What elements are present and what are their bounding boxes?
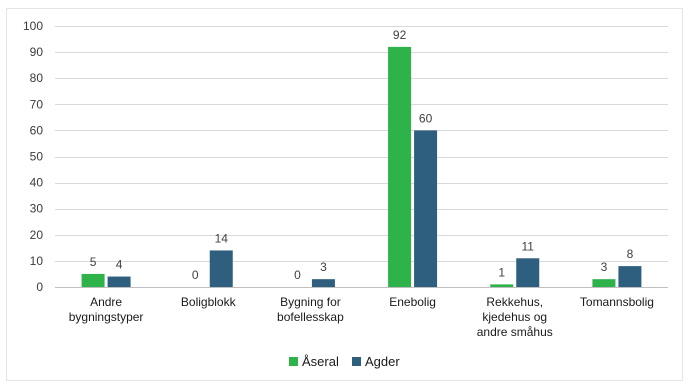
y-tick-label-30: 30 bbox=[30, 202, 44, 216]
y-tick-label-20: 20 bbox=[30, 228, 44, 242]
bar-agder-2 bbox=[311, 279, 335, 287]
x-category-label-2: Bygning for bofellesskap bbox=[277, 295, 344, 324]
data-label-agder-3: 60 bbox=[419, 111, 433, 125]
data-label-agder-1: 14 bbox=[215, 231, 229, 245]
legend-swatch-åseral bbox=[289, 357, 298, 366]
bar-agder-0 bbox=[107, 276, 131, 287]
legend-label-åseral: Åseral bbox=[302, 354, 339, 369]
y-tick-label-60: 60 bbox=[30, 123, 44, 137]
bar-åseral-3 bbox=[388, 46, 412, 287]
x-category-label-5: Tomannsbolig bbox=[580, 295, 654, 309]
y-axis-ticks: 0 10 20 30 40 50 60 70 80 90 100 bbox=[23, 19, 43, 294]
y-tick-label-100: 100 bbox=[23, 19, 43, 33]
x-category-label-3: Enebolig bbox=[389, 295, 436, 309]
data-label-åseral-3: 92 bbox=[393, 28, 407, 42]
data-label-åseral-1: 0 bbox=[192, 268, 199, 282]
y-tick-label-50: 50 bbox=[30, 150, 44, 164]
data-label-åseral-2: 0 bbox=[294, 268, 301, 282]
bar-agder-3 bbox=[414, 130, 438, 287]
data-label-åseral-4: 1 bbox=[498, 265, 505, 279]
legend: Åseral Agder bbox=[289, 354, 400, 369]
y-tick-label-40: 40 bbox=[30, 176, 44, 190]
y-tick-label-10: 10 bbox=[30, 254, 44, 268]
bars bbox=[81, 46, 642, 287]
y-tick-label-80: 80 bbox=[30, 71, 44, 85]
bar-agder-4 bbox=[516, 258, 540, 287]
x-category-label-1: Boligblokk bbox=[181, 295, 237, 309]
gridlines bbox=[55, 26, 668, 262]
y-tick-label-90: 90 bbox=[30, 45, 44, 59]
legend-label-agder: Agder bbox=[365, 354, 400, 369]
bar-åseral-4 bbox=[490, 284, 514, 287]
x-axis-categories: Andre bygningstyper Boligblokk Bygning for b… bbox=[69, 295, 654, 339]
bar-agder-5 bbox=[618, 266, 642, 287]
y-tick-label-70: 70 bbox=[30, 97, 44, 111]
data-label-agder-5: 8 bbox=[627, 247, 634, 261]
bar-åseral-5 bbox=[592, 279, 616, 287]
data-label-åseral-5: 3 bbox=[601, 260, 608, 274]
legend-swatch-agder bbox=[352, 357, 361, 366]
bar-åseral-0 bbox=[81, 273, 105, 287]
chart-frame bbox=[6, 8, 683, 381]
x-category-label-4: Rekkehus, kjedehus og andre småhus bbox=[477, 295, 553, 339]
x-category-label-0: Andre bygningstyper bbox=[69, 295, 144, 324]
data-label-agder-2: 3 bbox=[320, 260, 327, 274]
data-label-åseral-0: 5 bbox=[90, 255, 97, 269]
data-label-agder-4: 11 bbox=[522, 239, 535, 253]
y-tick-label-0: 0 bbox=[36, 280, 43, 294]
bar-agder-1 bbox=[209, 250, 233, 287]
data-label-agder-0: 4 bbox=[116, 258, 123, 272]
